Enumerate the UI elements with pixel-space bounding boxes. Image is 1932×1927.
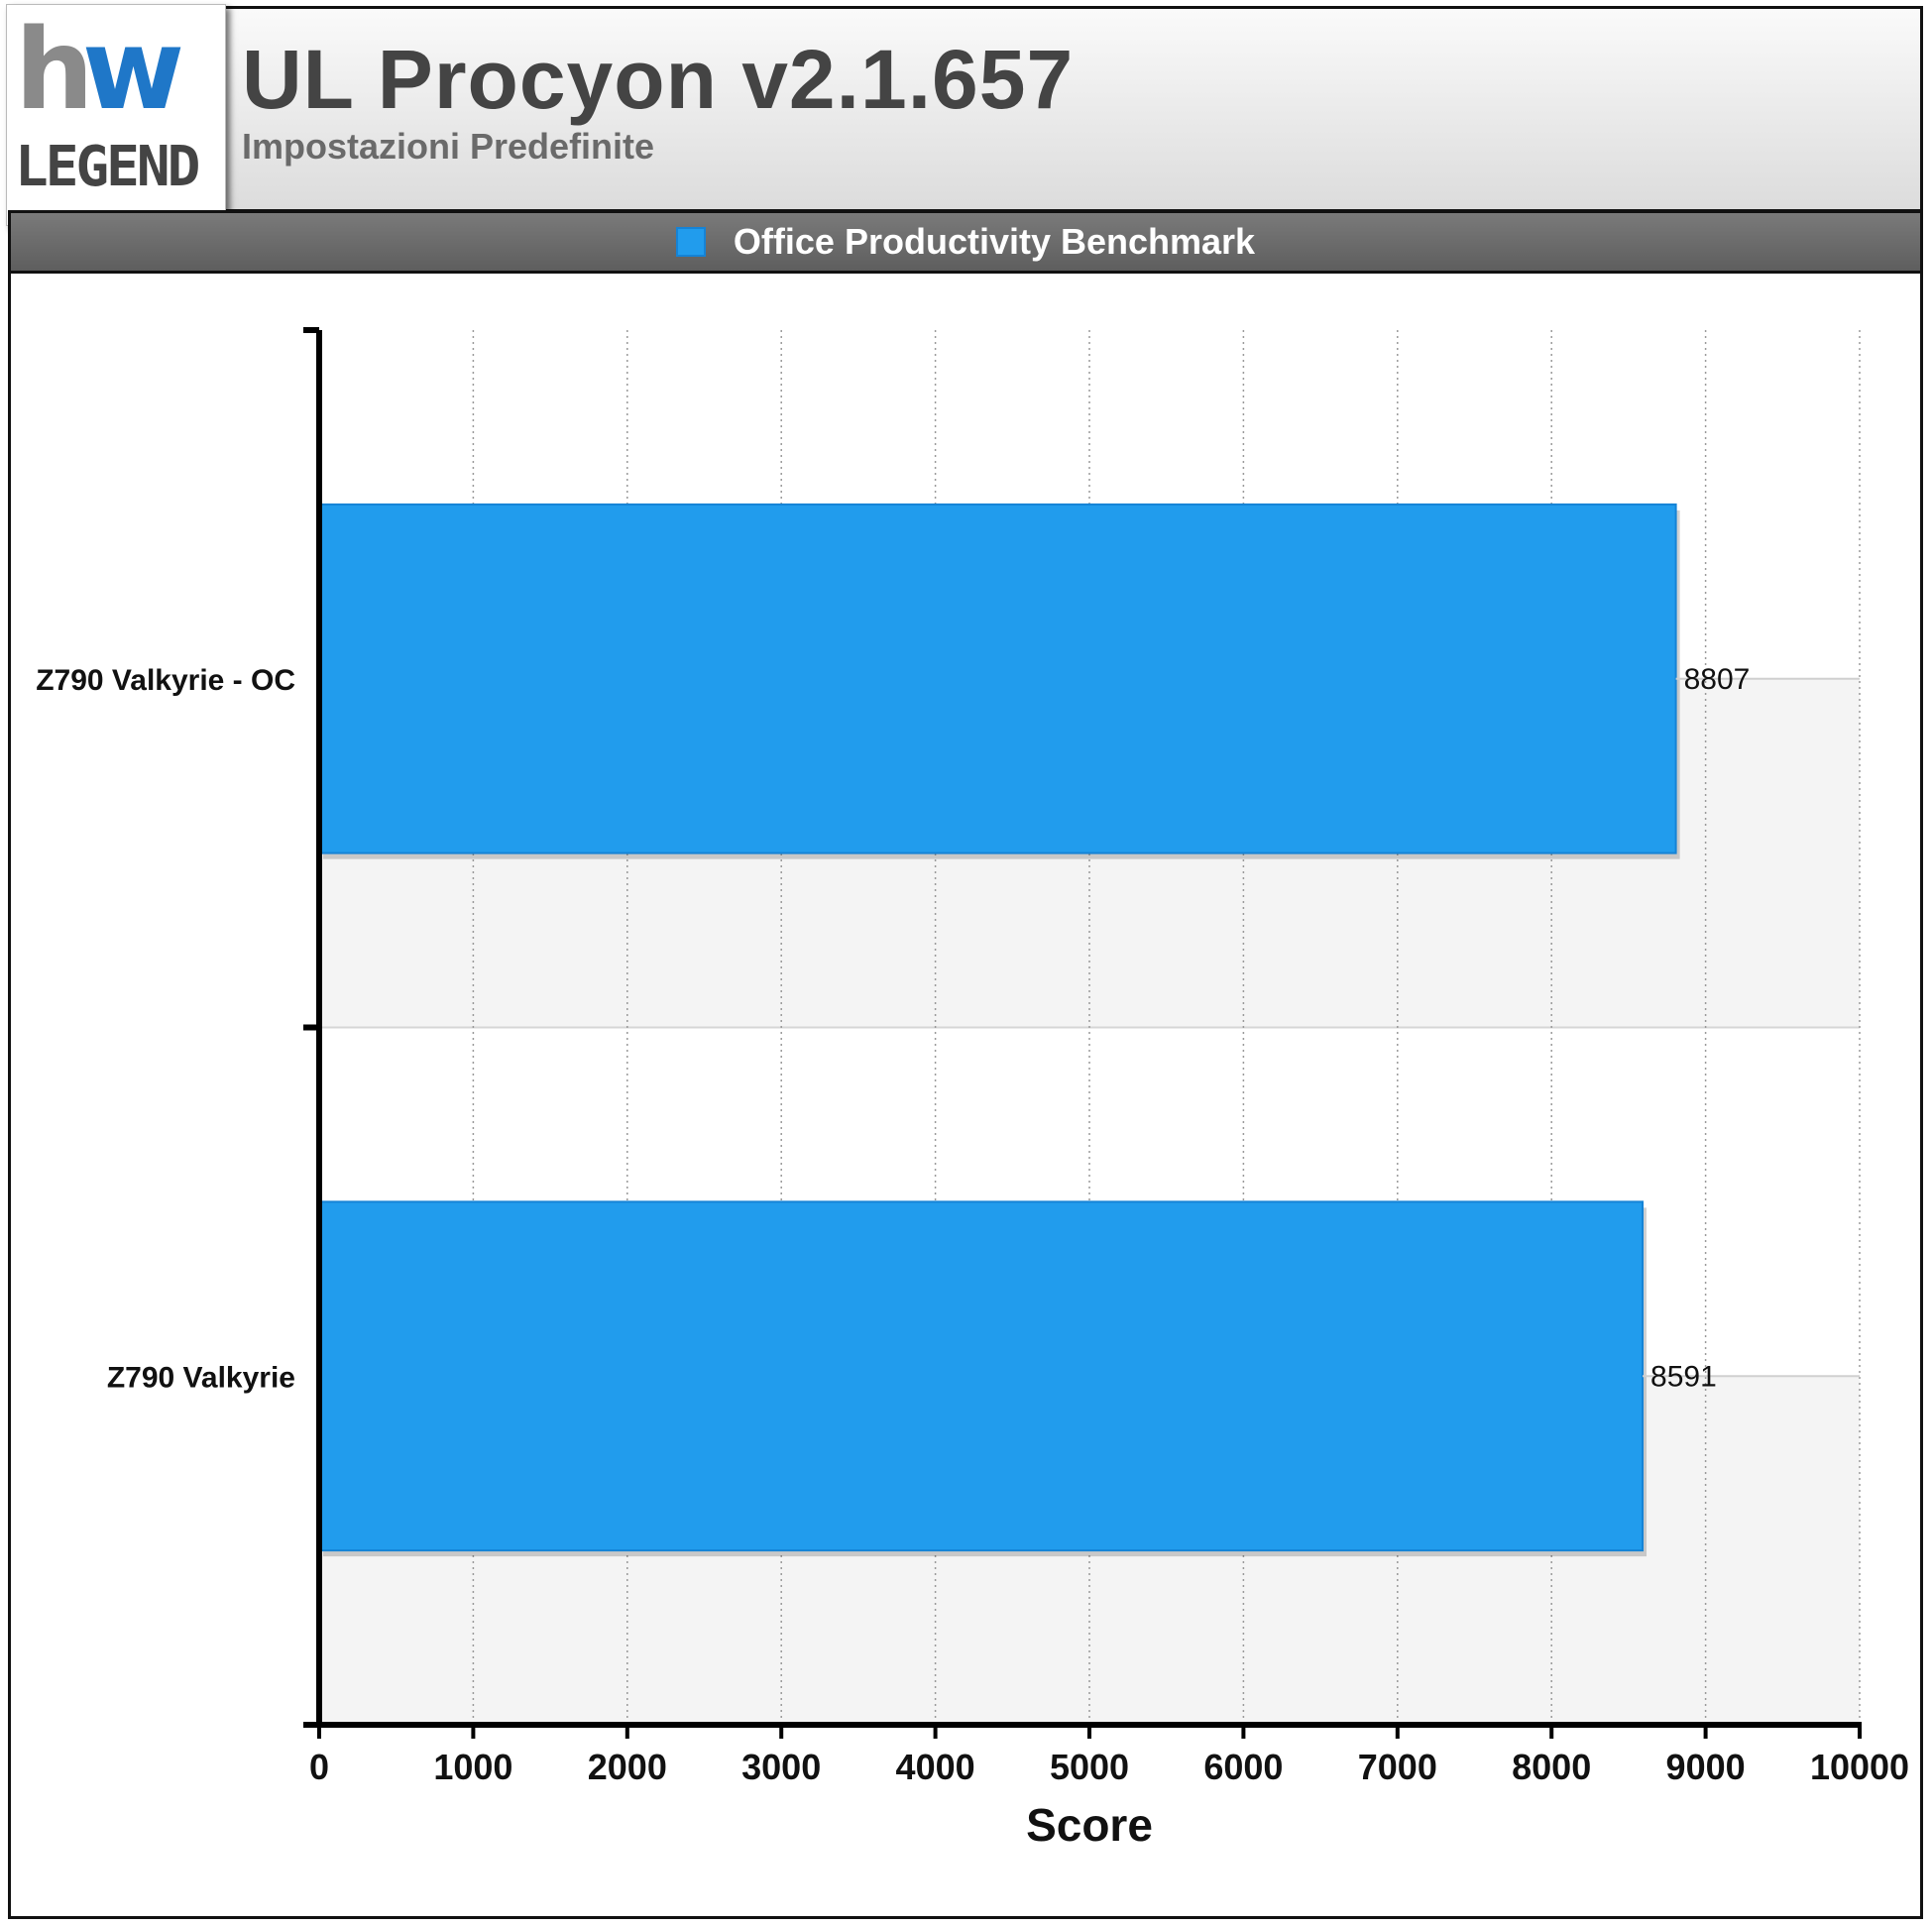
x-tick-label: 0 xyxy=(309,1747,329,1787)
data-label: 8591 xyxy=(1650,1360,1717,1393)
x-tick-label: 10000 xyxy=(1810,1747,1909,1787)
x-tick-label: 5000 xyxy=(1050,1747,1129,1787)
x-tick-label: 1000 xyxy=(433,1747,512,1787)
x-tick-label: 8000 xyxy=(1512,1747,1591,1787)
x-tick-label: 7000 xyxy=(1358,1747,1437,1787)
chart-header xyxy=(8,6,1923,212)
x-tick-label: 6000 xyxy=(1203,1747,1283,1787)
bar xyxy=(318,503,1677,854)
logo-wordmark: LEGEND xyxy=(15,135,200,199)
legend-label: Office Productivity Benchmark xyxy=(733,221,1256,262)
legend-swatch xyxy=(675,227,706,257)
x-tick-label: 4000 xyxy=(896,1747,975,1787)
logo-mark: hw xyxy=(15,6,184,135)
x-tick-label: 9000 xyxy=(1666,1747,1746,1787)
chart-title: UL Procyon v2.1.657 xyxy=(242,33,1075,126)
category-label: Z790 Valkyrie xyxy=(107,1361,295,1394)
category-label: Z790 Valkyrie - OC xyxy=(36,664,295,697)
legend: Office Productivity Benchmark xyxy=(8,210,1923,274)
x-axis-title: Score xyxy=(1026,1799,1153,1851)
chart-subtitle: Impostazioni Predefinite xyxy=(242,126,655,167)
x-tick-label: 2000 xyxy=(588,1747,667,1787)
x-tick-label: 3000 xyxy=(741,1747,821,1787)
data-label: 8807 xyxy=(1684,663,1751,696)
bar xyxy=(318,1200,1645,1552)
